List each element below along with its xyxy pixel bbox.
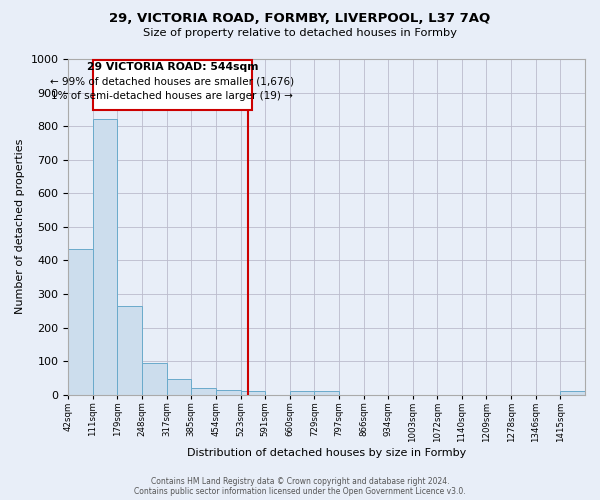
Bar [118, 306, 142, 394]
Text: Contains public sector information licensed under the Open Government Licence v3: Contains public sector information licen… [134, 487, 466, 496]
X-axis label: Distribution of detached houses by size in Formby: Distribution of detached houses by size … [187, 448, 466, 458]
Text: 1% of semi-detached houses are larger (19) →: 1% of semi-detached houses are larger (1… [52, 90, 293, 101]
Text: Contains HM Land Registry data © Crown copyright and database right 2024.: Contains HM Land Registry data © Crown c… [151, 477, 449, 486]
FancyBboxPatch shape [93, 60, 252, 110]
Bar [314, 392, 339, 394]
Text: 29 VICTORIA ROAD: 544sqm: 29 VICTORIA ROAD: 544sqm [86, 62, 258, 72]
Bar [68, 248, 93, 394]
Text: Size of property relative to detached houses in Formby: Size of property relative to detached ho… [143, 28, 457, 38]
Bar [216, 390, 241, 394]
Bar [167, 378, 191, 394]
Text: ← 99% of detached houses are smaller (1,676): ← 99% of detached houses are smaller (1,… [50, 76, 295, 86]
Bar [93, 120, 118, 394]
Text: 29, VICTORIA ROAD, FORMBY, LIVERPOOL, L37 7AQ: 29, VICTORIA ROAD, FORMBY, LIVERPOOL, L3… [109, 12, 491, 26]
Bar [241, 392, 265, 394]
Y-axis label: Number of detached properties: Number of detached properties [15, 139, 25, 314]
Bar [191, 388, 216, 394]
Bar [142, 364, 167, 394]
Bar [290, 392, 314, 394]
Bar [560, 392, 585, 394]
